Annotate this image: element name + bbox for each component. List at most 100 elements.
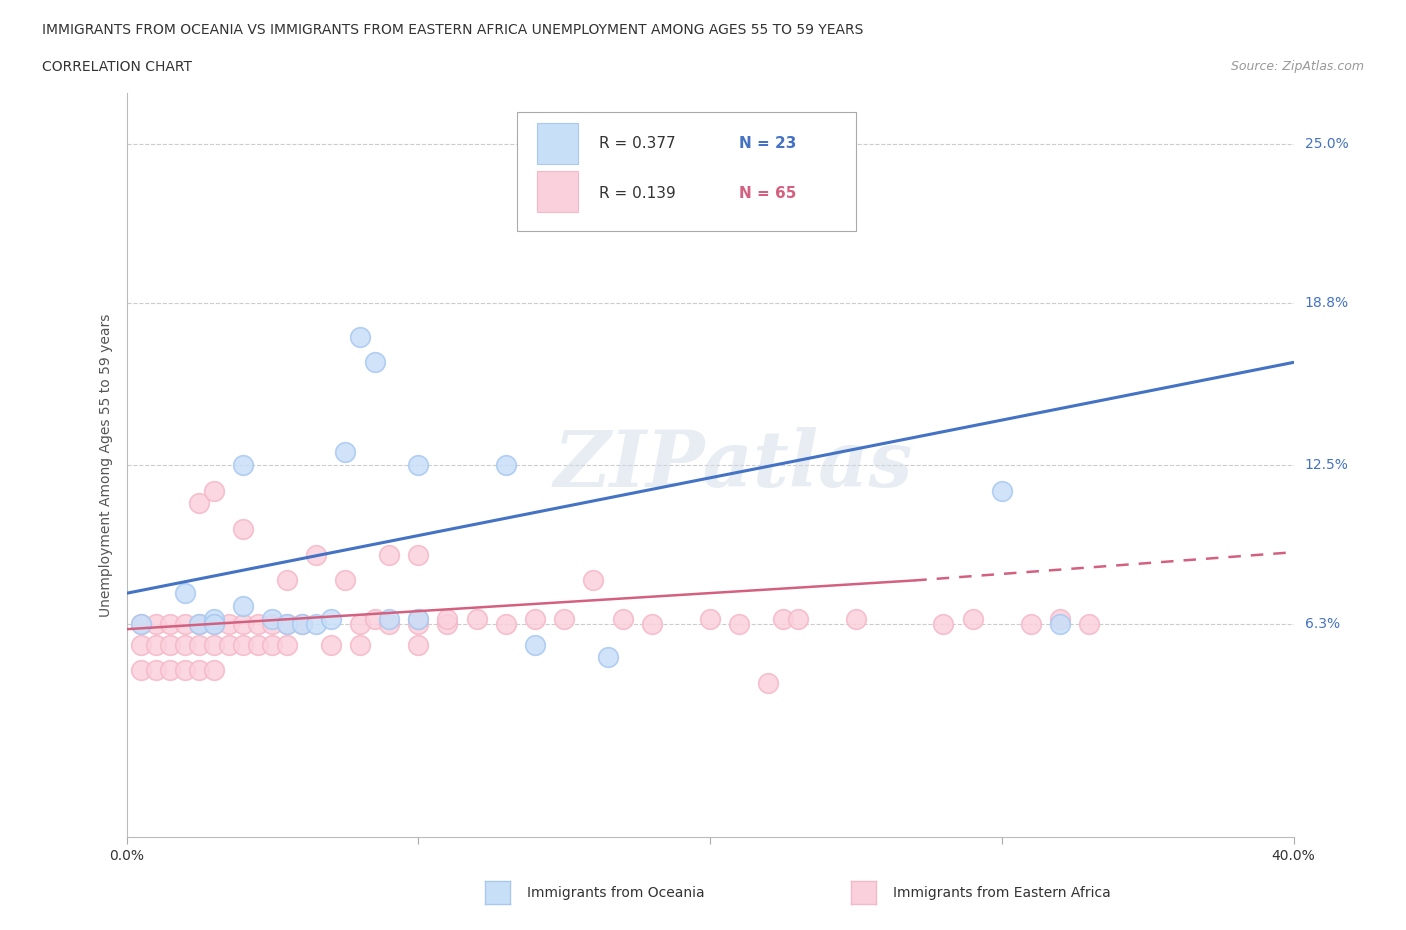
Point	[174, 637, 197, 652]
Point	[145, 637, 167, 652]
Point	[465, 612, 488, 627]
Point	[845, 612, 868, 627]
Point	[305, 617, 328, 631]
Point	[772, 612, 794, 627]
Point	[1049, 612, 1071, 627]
Point	[612, 612, 634, 627]
Point	[159, 617, 181, 631]
Text: Immigrants from Oceania: Immigrants from Oceania	[527, 885, 704, 900]
Point	[436, 617, 458, 631]
Text: 18.8%: 18.8%	[1305, 297, 1348, 311]
Point	[699, 612, 721, 627]
Point	[932, 617, 955, 631]
Point	[262, 617, 284, 631]
Point	[1049, 617, 1071, 631]
Point	[129, 617, 152, 631]
Text: Immigrants from Eastern Africa: Immigrants from Eastern Africa	[893, 885, 1111, 900]
Point	[319, 612, 342, 627]
Point	[202, 637, 225, 652]
Point	[159, 663, 181, 678]
Bar	[537, 171, 578, 212]
Point	[188, 663, 211, 678]
Point	[188, 637, 211, 652]
Point	[990, 484, 1012, 498]
Point	[276, 617, 298, 631]
Point	[188, 496, 211, 511]
Point	[640, 617, 664, 631]
Text: Source: ZipAtlas.com: Source: ZipAtlas.com	[1230, 60, 1364, 73]
Point	[524, 612, 547, 627]
Point	[582, 573, 605, 588]
Point	[495, 617, 517, 631]
Point	[524, 637, 547, 652]
Text: CORRELATION CHART: CORRELATION CHART	[42, 60, 193, 74]
Point	[129, 663, 152, 678]
Point	[174, 586, 197, 601]
Point	[202, 612, 225, 627]
Point	[202, 663, 225, 678]
Point	[495, 458, 517, 472]
Point	[188, 617, 211, 631]
Bar	[537, 123, 578, 164]
Text: R = 0.377: R = 0.377	[599, 136, 676, 151]
Text: IMMIGRANTS FROM OCEANIA VS IMMIGRANTS FROM EASTERN AFRICA UNEMPLOYMENT AMONG AGE: IMMIGRANTS FROM OCEANIA VS IMMIGRANTS FR…	[42, 23, 863, 37]
Point	[349, 329, 371, 344]
Point	[174, 617, 197, 631]
Point	[202, 617, 225, 631]
Point	[596, 650, 619, 665]
Point	[728, 617, 751, 631]
Point	[378, 612, 401, 627]
Point	[378, 617, 401, 631]
Point	[232, 617, 254, 631]
Text: R = 0.139: R = 0.139	[599, 186, 676, 201]
Point	[408, 637, 430, 652]
Point	[408, 548, 430, 563]
Point	[129, 617, 152, 631]
Point	[159, 637, 181, 652]
Point	[218, 637, 240, 652]
Y-axis label: Unemployment Among Ages 55 to 59 years: Unemployment Among Ages 55 to 59 years	[98, 313, 112, 617]
Point	[1019, 617, 1042, 631]
Point	[232, 522, 254, 537]
Point	[262, 637, 284, 652]
Text: 12.5%: 12.5%	[1305, 458, 1348, 472]
Point	[408, 458, 430, 472]
Point	[349, 617, 371, 631]
Point	[262, 612, 284, 627]
Point	[188, 617, 211, 631]
Point	[232, 599, 254, 614]
Point	[786, 612, 808, 627]
Point	[363, 355, 385, 370]
Point	[363, 612, 385, 627]
Point	[408, 617, 430, 631]
Point	[276, 637, 298, 652]
Point	[335, 445, 357, 459]
Point	[232, 458, 254, 472]
Text: 25.0%: 25.0%	[1305, 138, 1348, 152]
Point	[349, 637, 371, 652]
Point	[202, 617, 225, 631]
Point	[408, 612, 430, 627]
Point	[174, 663, 197, 678]
Text: N = 65: N = 65	[740, 186, 797, 201]
Point	[756, 675, 779, 690]
Point	[246, 637, 269, 652]
Point	[232, 637, 254, 652]
Point	[276, 573, 298, 588]
Point	[553, 612, 575, 627]
Point	[129, 637, 152, 652]
Point	[246, 617, 269, 631]
Point	[290, 617, 312, 631]
Text: N = 23: N = 23	[740, 136, 797, 151]
Point	[145, 663, 167, 678]
Point	[1078, 617, 1101, 631]
Point	[962, 612, 984, 627]
Point	[408, 612, 430, 627]
Text: 6.3%: 6.3%	[1305, 618, 1340, 631]
Text: ZIPatlas: ZIPatlas	[554, 427, 912, 503]
Point	[202, 484, 225, 498]
Point	[378, 548, 401, 563]
FancyBboxPatch shape	[517, 112, 856, 231]
Point	[335, 573, 357, 588]
Point	[218, 617, 240, 631]
